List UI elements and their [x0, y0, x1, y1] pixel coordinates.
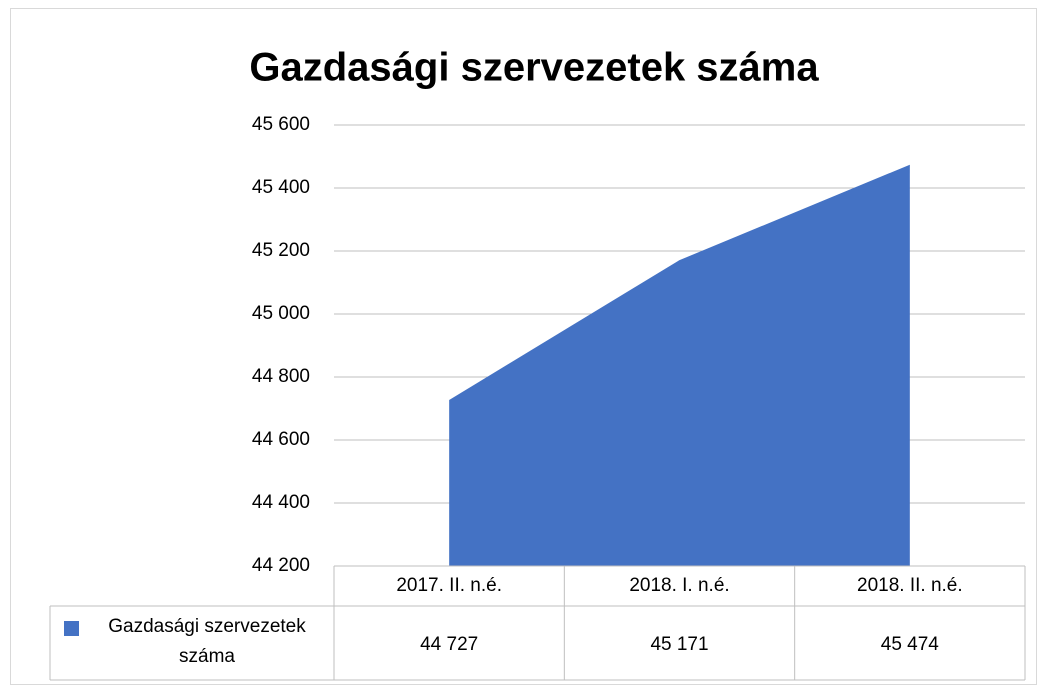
- series-name: Gazdasági szervezetek száma: [108, 616, 306, 667]
- x-tick-label: 2018. II. n.é.: [857, 575, 963, 596]
- x-tick-label: 2017. II. n.é.: [396, 575, 502, 596]
- data-table-value: 44 727: [420, 634, 478, 655]
- chart-title: Gazdasági szervezetek száma: [249, 46, 819, 90]
- area: [449, 164, 910, 566]
- y-tick-label: 44 600: [252, 429, 310, 450]
- y-tick-label: 44 400: [252, 492, 310, 513]
- legend-key: [64, 621, 79, 636]
- y-tick-label: 45 200: [252, 240, 310, 261]
- y-tick-label: 45 600: [252, 114, 310, 135]
- x-tick-label: 2018. I. n.é.: [629, 575, 729, 596]
- data-table-value: 45 171: [650, 634, 708, 655]
- y-tick-label: 45 000: [252, 303, 310, 324]
- y-tick-label: 44 800: [252, 366, 310, 387]
- y-tick-label: 44 200: [252, 555, 310, 576]
- data-table-value: 45 474: [881, 634, 940, 655]
- y-tick-label: 45 400: [252, 177, 310, 198]
